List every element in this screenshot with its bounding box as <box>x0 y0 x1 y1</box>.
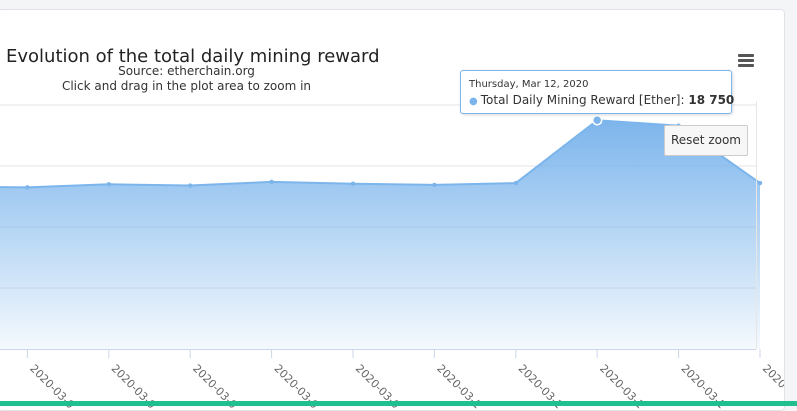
chart-title: Evolution of the total daily mining rewa… <box>6 46 380 67</box>
series-area-fill <box>0 120 760 349</box>
tooltip-series-label: Total Daily Mining Reward [Ether]: <box>480 93 689 107</box>
data-point[interactable] <box>188 183 193 188</box>
data-point[interactable] <box>269 179 274 185</box>
data-point[interactable] <box>350 181 356 186</box>
chart-subtitle-source: Source: etherchain.org <box>118 64 255 78</box>
reset-zoom-button[interactable]: Reset zoom <box>664 125 748 156</box>
data-point[interactable] <box>25 185 30 190</box>
highlighted-data-point[interactable] <box>591 115 603 126</box>
data-point[interactable] <box>106 182 112 187</box>
footer-accent-bar <box>0 401 797 406</box>
chart-card: 2020-03-0 2020-03-0 2020-03-0 2020-03-0 2020… <box>0 9 785 411</box>
tooltip-date: Thursday, Mar 12, 2020 <box>469 79 589 90</box>
hamburger-menu-icon[interactable] <box>734 50 758 72</box>
data-point[interactable] <box>757 180 763 186</box>
data-point[interactable] <box>513 180 518 186</box>
chart-tooltip: Thursday, Mar 12, 2020 ● Total Daily Mini… <box>460 70 734 114</box>
series-dot-icon: ● <box>469 96 478 107</box>
tooltip-value: 18 750 <box>688 93 735 107</box>
series-area <box>0 119 761 349</box>
chart-subtitle-hint: Click and drag in the plot area to zoom … <box>61 79 312 93</box>
data-point[interactable] <box>432 182 437 188</box>
tooltip-series-line: ● Total Daily Mining Reward [Ether]: 18 7… <box>469 93 734 107</box>
